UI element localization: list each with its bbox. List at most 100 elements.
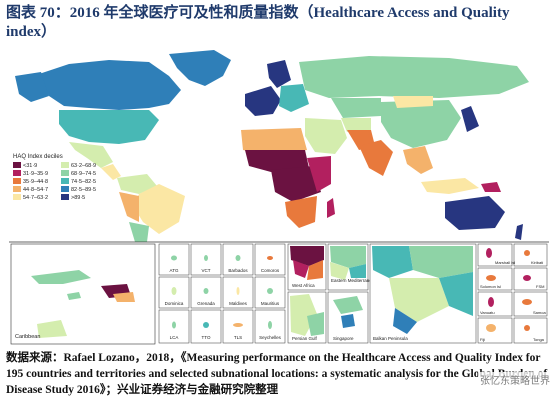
figure-title: 图表 70：2016 年全球医疗可及性和质量指数（Healthcare Acce… bbox=[6, 5, 510, 40]
inset-persian-gulf: Persian Gulf bbox=[287, 291, 327, 344]
region-mongolia bbox=[393, 96, 433, 108]
inset-singapore: Singapore bbox=[327, 291, 369, 344]
legend-label: >89·5 bbox=[71, 195, 85, 201]
inset-label: Tonga bbox=[533, 337, 545, 342]
region-kazakhstan bbox=[331, 98, 381, 118]
inset-label: Maldives bbox=[229, 301, 248, 306]
inset-label: Comoros bbox=[261, 268, 280, 273]
inset-strip: Caribbean bbox=[9, 241, 549, 345]
region-southeast-asia bbox=[403, 146, 433, 174]
legend-swatch bbox=[61, 186, 69, 192]
inset-eastern-mediterranean: Eastern Mediterranean bbox=[327, 243, 377, 291]
legend-swatch bbox=[61, 178, 69, 184]
region-mexico bbox=[69, 142, 113, 168]
inset-label: West Africa bbox=[292, 283, 315, 288]
inset-label: Marshall Isl bbox=[495, 260, 515, 265]
caribbean-cuba bbox=[31, 270, 91, 284]
region-western-europe bbox=[245, 86, 281, 116]
region-scandinavia bbox=[267, 60, 291, 88]
region-papua-new-guinea bbox=[481, 182, 501, 192]
region-peru-bolivia bbox=[119, 192, 139, 222]
inset-label: Singapore bbox=[333, 336, 354, 341]
legend-swatch bbox=[13, 162, 21, 168]
region-sahel bbox=[245, 150, 309, 172]
inset-small-islands: ATG VCT Barbados Comoros Dominica Grenad… bbox=[158, 243, 286, 344]
legend-item: 35·9–44·8 bbox=[13, 178, 48, 185]
region-canada bbox=[39, 60, 181, 110]
region-southern-cone bbox=[129, 222, 149, 242]
inset-label: Samoa bbox=[533, 310, 546, 315]
haq-legend: HAQ Index deciles <31·9 31·9–35·9 35·9–4… bbox=[13, 154, 96, 201]
legend-item: <31·9 bbox=[13, 162, 37, 169]
inset-label: VCT bbox=[202, 268, 211, 273]
region-central-africa bbox=[271, 166, 321, 202]
inset-label: Solomon Isl bbox=[480, 284, 501, 289]
inset-label: Eastern Mediterranean bbox=[331, 278, 377, 283]
region-russia bbox=[299, 56, 529, 98]
region-india bbox=[359, 140, 393, 176]
inset-label: Grenada bbox=[197, 301, 215, 306]
region-indonesia bbox=[421, 178, 479, 194]
legend-swatch bbox=[13, 194, 21, 200]
caribbean-venezuela bbox=[37, 320, 67, 338]
region-brazil bbox=[133, 184, 185, 234]
legend-item: 31·9–35·9 bbox=[13, 170, 48, 177]
inset-label: Seychelles bbox=[259, 335, 282, 340]
legend-item: 54·7–63·2 bbox=[13, 194, 48, 201]
legend-item: 74·5–82·5 bbox=[61, 178, 96, 185]
legend-item: >89·5 bbox=[61, 194, 85, 201]
watermark: 张忆东策略世界 bbox=[478, 372, 552, 387]
region-eastern-europe bbox=[279, 84, 309, 112]
legend-label: 44·8–54·7 bbox=[23, 187, 48, 193]
inset-label: Vanuatu bbox=[480, 310, 495, 315]
region-middle-east bbox=[305, 118, 347, 154]
legend-title: HAQ Index deciles bbox=[13, 154, 63, 160]
region-east-africa bbox=[307, 156, 331, 192]
inset-west-africa: West Africa bbox=[287, 243, 327, 291]
inset-label: Persian Gulf bbox=[292, 336, 318, 341]
region-north-africa bbox=[241, 128, 307, 156]
inset-label: Mauritius bbox=[261, 301, 280, 306]
inset-label: ATG bbox=[170, 268, 179, 273]
inset-label: Balkan Peninsula bbox=[373, 336, 408, 341]
region-central-asia bbox=[341, 118, 371, 132]
inset-label: Fiji bbox=[480, 337, 485, 342]
region-colombia-venezuela bbox=[117, 174, 157, 194]
legend-swatch bbox=[13, 170, 21, 176]
legend-label: 54·7–63·2 bbox=[23, 195, 48, 201]
haq-world-map-figure: HAQ Index deciles <31·9 31·9–35·9 35·9–4… bbox=[9, 46, 549, 345]
inset-label: TLS bbox=[234, 335, 242, 340]
source-note: 数据来源：Rafael Lozano，2018，《Measuring perfo… bbox=[6, 352, 548, 396]
legend-label: <31·9 bbox=[23, 163, 37, 169]
region-usa bbox=[59, 110, 159, 144]
region-australia bbox=[445, 196, 505, 230]
inset-pacific-islands: Marshall Isl Kiribati Solomon Isl FSM Va… bbox=[477, 243, 548, 344]
legend-swatch bbox=[13, 178, 21, 184]
legend-label: 74·5–82·5 bbox=[71, 179, 96, 185]
legend-item: 44·8–54·7 bbox=[13, 186, 48, 193]
inset-label: FSM bbox=[536, 284, 544, 289]
region-greenland bbox=[169, 50, 231, 86]
region-new-zealand bbox=[515, 224, 523, 240]
inset-label: TTO bbox=[202, 335, 211, 340]
region-alaska bbox=[15, 72, 49, 102]
legend-swatch bbox=[61, 194, 69, 200]
inset-label: Kiribati bbox=[531, 260, 543, 265]
inset-label: Barbados bbox=[228, 268, 248, 273]
legend-swatch bbox=[61, 170, 69, 176]
legend-label: 63·2–68·9 bbox=[71, 163, 96, 169]
caribbean-jamaica bbox=[67, 292, 81, 300]
legend-item: 68·9–74·5 bbox=[61, 170, 96, 177]
region-korea-japan bbox=[461, 106, 479, 132]
inset-label: LCA bbox=[170, 335, 179, 340]
legend-label: 68·9–74·5 bbox=[71, 171, 96, 177]
inset-balkan-peninsula: Balkan Peninsula bbox=[369, 243, 477, 344]
legend-label: 82·5–89·5 bbox=[71, 187, 96, 193]
inset-label: Dominica bbox=[165, 301, 184, 306]
legend-swatch bbox=[13, 186, 21, 192]
legend-swatch bbox=[61, 162, 69, 168]
legend-item: 82·5–89·5 bbox=[61, 186, 96, 193]
region-central-america bbox=[101, 164, 121, 180]
region-china bbox=[381, 100, 461, 148]
legend-label: 35·9–44·8 bbox=[23, 179, 48, 185]
